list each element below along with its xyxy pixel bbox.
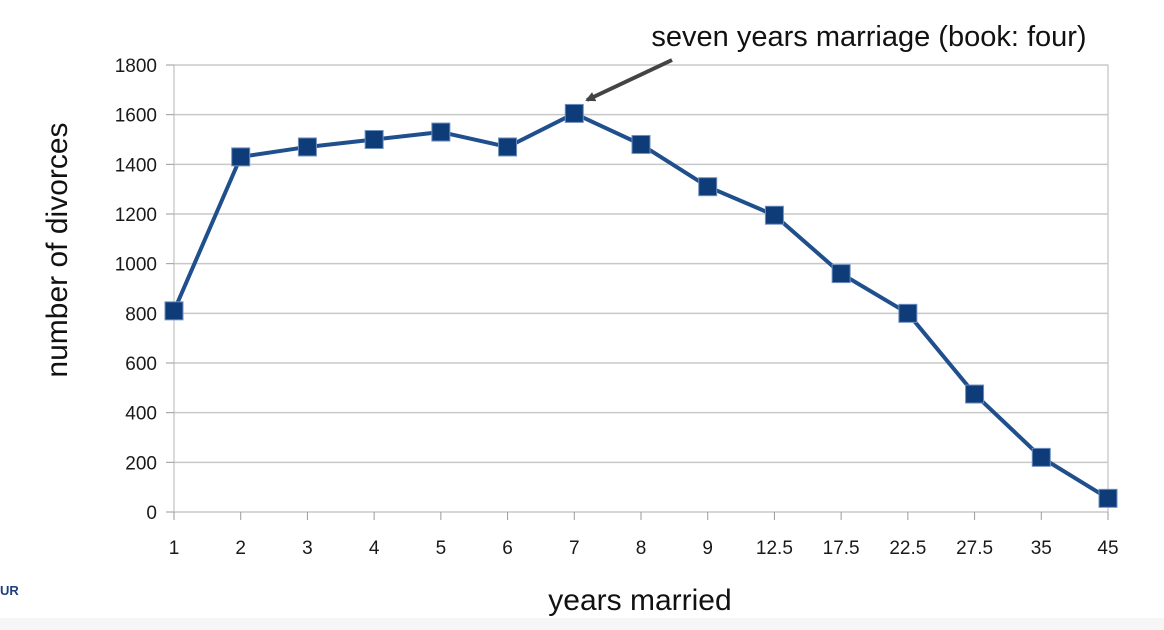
data-point-marker bbox=[1031, 447, 1051, 467]
data-point-marker bbox=[297, 137, 317, 157]
x-tick-label: 12.5 bbox=[756, 538, 793, 559]
data-point-marker bbox=[231, 147, 251, 167]
y-tick-label: 1400 bbox=[115, 155, 157, 176]
data-point-marker bbox=[498, 137, 518, 157]
data-point-marker bbox=[764, 205, 784, 225]
data-point-marker bbox=[564, 103, 584, 123]
x-tick-label: 6 bbox=[502, 538, 513, 559]
annotation-arrow bbox=[585, 58, 673, 102]
x-tick-label: 2 bbox=[235, 538, 246, 559]
x-tick-label: 35 bbox=[1031, 538, 1052, 559]
y-tick-label: 0 bbox=[146, 503, 157, 524]
data-point-marker bbox=[898, 303, 918, 323]
data-point-marker bbox=[1098, 488, 1118, 508]
gridlines bbox=[166, 64, 1108, 513]
bottom-strip bbox=[0, 618, 1164, 630]
y-tick-label: 800 bbox=[125, 304, 157, 325]
cropped-logo-fragment: UR bbox=[0, 583, 19, 598]
data-point-marker bbox=[698, 177, 718, 197]
x-tick-label: 45 bbox=[1097, 538, 1118, 559]
y-tick-labels: 0 200 400 600 800 1000 1200 1400 1600 1800 bbox=[115, 56, 157, 524]
x-tick-label: 22.5 bbox=[889, 538, 926, 559]
x-tick-label: 17.5 bbox=[823, 538, 860, 559]
x-tick-label: 4 bbox=[369, 538, 380, 559]
data-point-marker bbox=[965, 384, 985, 404]
x-tick-label: 9 bbox=[702, 538, 713, 559]
y-tick-label: 1800 bbox=[115, 56, 157, 77]
x-tick-label: 1 bbox=[169, 538, 180, 559]
y-tick-label: 400 bbox=[125, 404, 157, 425]
x-tick-label: 5 bbox=[436, 538, 447, 559]
plot-area bbox=[173, 64, 1109, 513]
y-axis-title: number of divorces bbox=[41, 122, 74, 377]
x-tick-labels: 1 2 3 4 5 6 7 8 9 12.5 17.5 22.5 27.5 35 45 bbox=[169, 512, 1119, 559]
x-tick-label: 7 bbox=[569, 538, 580, 559]
annotation-label: seven years marriage (book: four) bbox=[651, 21, 1086, 53]
data-point-marker bbox=[631, 134, 651, 154]
y-tick-label: 1000 bbox=[115, 255, 157, 276]
y-tick-label: 600 bbox=[125, 354, 157, 375]
x-tick-label: 8 bbox=[636, 538, 647, 559]
y-tick-label: 200 bbox=[125, 453, 157, 474]
data-point-marker bbox=[431, 122, 451, 142]
y-tick-label: 1200 bbox=[115, 205, 157, 226]
data-point-marker bbox=[364, 130, 384, 149]
y-tick-label: 1600 bbox=[115, 106, 157, 127]
data-markers bbox=[164, 103, 1118, 508]
data-point-marker bbox=[831, 264, 851, 284]
data-point-marker bbox=[164, 301, 184, 321]
x-tick-label: 3 bbox=[302, 538, 313, 559]
x-tick-label: 27.5 bbox=[956, 538, 993, 559]
x-axis-title: years married bbox=[548, 584, 731, 617]
